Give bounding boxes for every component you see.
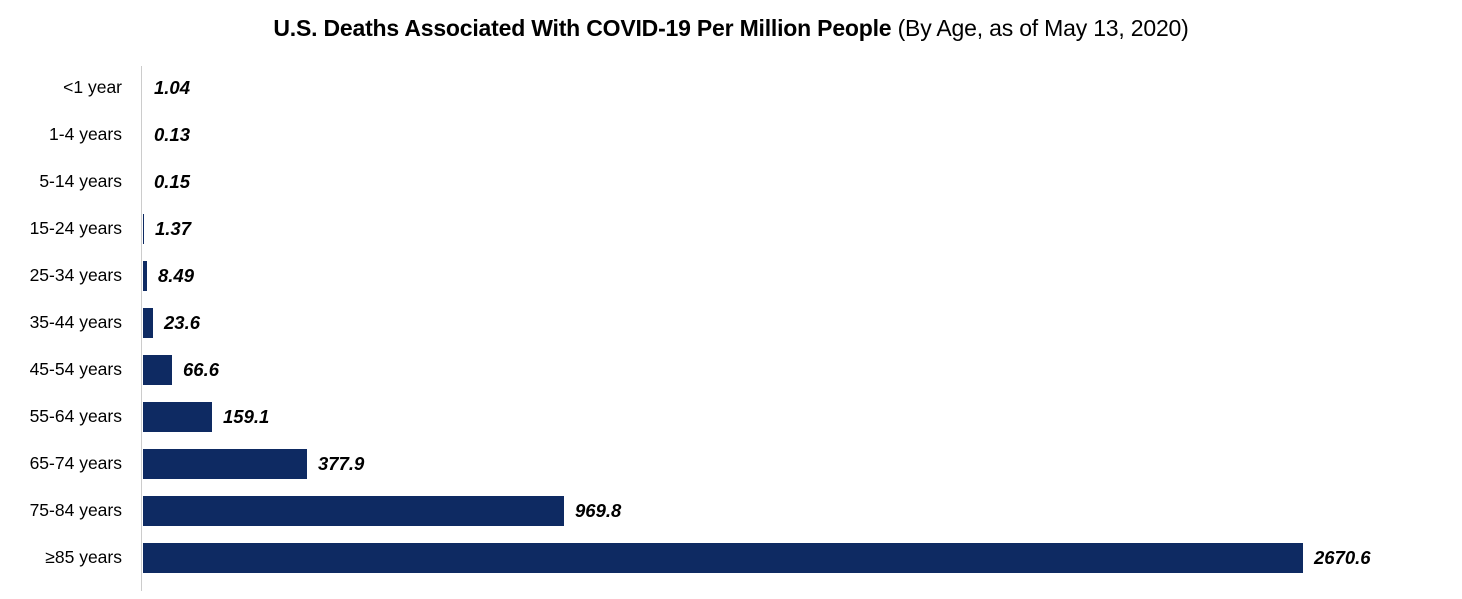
bar-track: 0.13 bbox=[122, 111, 1462, 158]
category-label: 25-34 years bbox=[29, 265, 122, 285]
category-label: 75-84 years bbox=[29, 500, 122, 520]
bar-row: 55-64 years 159.1 bbox=[0, 393, 1462, 440]
bar-track: 969.8 bbox=[122, 487, 1462, 534]
category-label: 5-14 years bbox=[39, 171, 122, 191]
category-label: ≥85 years bbox=[45, 547, 122, 567]
bar bbox=[143, 213, 144, 244]
value-label: 2670.6 bbox=[1314, 546, 1371, 568]
value-label: 1.04 bbox=[154, 76, 191, 98]
y-axis-line bbox=[141, 66, 142, 591]
category-label: 35-44 years bbox=[29, 312, 122, 332]
bar-row: 75-84 years 969.8 bbox=[0, 487, 1462, 534]
bar-track: 8.49 bbox=[122, 252, 1462, 299]
bar-row: ≥85 years 2670.6 bbox=[0, 534, 1462, 581]
chart-title-main: U.S. Deaths Associated With COVID-19 Per… bbox=[273, 15, 892, 41]
bar-row: 45-54 years 66.6 bbox=[0, 346, 1462, 393]
bar-track: 1.37 bbox=[122, 205, 1462, 252]
value-label: 159.1 bbox=[223, 405, 270, 427]
bar bbox=[143, 542, 1303, 573]
value-label: 0.15 bbox=[154, 170, 191, 192]
bar-row: 15-24 years 1.37 bbox=[0, 205, 1462, 252]
bar-track: 377.9 bbox=[122, 440, 1462, 487]
chart-title: U.S. Deaths Associated With COVID-19 Per… bbox=[0, 0, 1462, 43]
bar-chart-rows: <1 year 1.04 1-4 years 0.13 5-14 years 0.15 15… bbox=[0, 64, 1462, 581]
bar-track: 23.6 bbox=[122, 299, 1462, 346]
bar-row: 5-14 years 0.15 bbox=[0, 158, 1462, 205]
bar bbox=[143, 495, 564, 526]
bar-row: 35-44 years 23.6 bbox=[0, 299, 1462, 346]
bar-row: 1-4 years 0.13 bbox=[0, 111, 1462, 158]
bar-row: 65-74 years 377.9 bbox=[0, 440, 1462, 487]
category-label: <1 year bbox=[63, 77, 122, 97]
category-label: 55-64 years bbox=[29, 406, 122, 426]
bar bbox=[143, 354, 172, 385]
bar-track: 159.1 bbox=[122, 393, 1462, 440]
value-label: 66.6 bbox=[183, 358, 220, 380]
value-label: 0.13 bbox=[154, 123, 191, 145]
category-label: 45-54 years bbox=[29, 359, 122, 379]
bar bbox=[143, 260, 147, 291]
category-label: 15-24 years bbox=[29, 218, 122, 238]
bar bbox=[143, 307, 153, 338]
bar bbox=[143, 401, 212, 432]
bar-chart: <1 year 1.04 1-4 years 0.13 5-14 years 0.15 15… bbox=[0, 64, 1462, 591]
bar-row: <1 year 1.04 bbox=[0, 64, 1462, 111]
value-label: 1.37 bbox=[155, 217, 192, 239]
value-label: 969.8 bbox=[575, 499, 622, 521]
category-label: 1-4 years bbox=[49, 124, 122, 144]
value-label: 8.49 bbox=[158, 264, 195, 286]
bar-track: 2670.6 bbox=[122, 534, 1462, 581]
bar bbox=[143, 448, 307, 479]
bar-track: 66.6 bbox=[122, 346, 1462, 393]
chart-title-qualifier: (By Age, as of May 13, 2020) bbox=[891, 15, 1189, 41]
bar-track: 1.04 bbox=[122, 64, 1462, 111]
value-label: 23.6 bbox=[164, 311, 201, 333]
bar-row: 25-34 years 8.49 bbox=[0, 252, 1462, 299]
bar-track: 0.15 bbox=[122, 158, 1462, 205]
value-label: 377.9 bbox=[318, 452, 365, 474]
category-label: 65-74 years bbox=[29, 453, 122, 473]
